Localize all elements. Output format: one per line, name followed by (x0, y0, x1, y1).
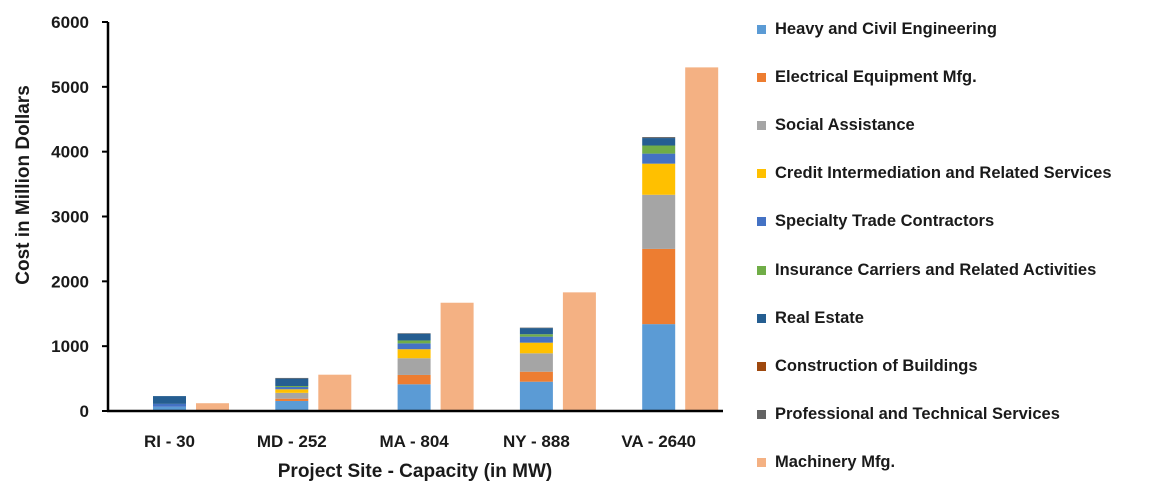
legend-swatch (757, 72, 766, 82)
legend-swatch (757, 169, 766, 179)
y-tick-label: 5000 (51, 78, 89, 97)
bar-machinery-mfg-3 (562, 292, 596, 411)
bar-segment-heavy-and-civil-engineering-4 (642, 324, 676, 411)
bar-segment-electrical-equipment-mfg-4 (642, 248, 676, 325)
bar-segment-social-assistance-2 (397, 358, 431, 375)
bar-segment-electrical-equipment-mfg-2 (397, 374, 431, 385)
legend-label: Heavy and Civil Engineering (775, 19, 997, 38)
legend-swatch (757, 24, 766, 34)
bar-segment-electrical-equipment-mfg-3 (519, 371, 553, 382)
bar-segment-specialty-trade-contractors-3 (519, 336, 553, 343)
legend-label: Electrical Equipment Mfg. (775, 67, 977, 86)
legend-swatch (757, 361, 766, 371)
bar-machinery-mfg-0 (196, 403, 229, 411)
bar-segment-credit-intermediation-and-related-services-2 (397, 349, 431, 359)
bar-segment-heavy-and-civil-engineering-0 (153, 406, 186, 411)
legend-item: Real Estate (757, 306, 864, 330)
legend-item: Social Assistance (757, 113, 915, 137)
x-tick-label: NY - 888 (503, 432, 570, 451)
bar-segment-real-estate-4 (642, 138, 676, 146)
legend-item: Machinery Mfg. (757, 451, 895, 475)
bar-segment-specialty-trade-contractors-1 (275, 387, 309, 390)
bar-segment-real-estate-0 (153, 396, 186, 404)
legend-label: Professional and Technical Services (775, 405, 1060, 424)
bar-segment-professional-and-technical-services-3 (519, 327, 553, 329)
legend-item: Construction of Buildings (757, 354, 978, 378)
bar-segment-insurance-carriers-and-related-activities-3 (519, 334, 553, 337)
legend-swatch (757, 313, 766, 323)
bar-machinery-mfg-4 (685, 67, 719, 411)
legend-item: Specialty Trade Contractors (757, 210, 994, 234)
legend-label: Credit Intermediation and Related Servic… (775, 164, 1112, 183)
bar-segment-specialty-trade-contractors-2 (397, 343, 431, 350)
legend-label: Insurance Carriers and Related Activitie… (775, 260, 1097, 279)
bar-segment-real-estate-1 (275, 378, 309, 387)
x-tick-label: RI - 30 (144, 432, 195, 451)
bar-segment-heavy-and-civil-engineering-3 (519, 381, 553, 411)
bar-segment-specialty-trade-contractors-0 (153, 403, 186, 407)
legend-swatch (757, 265, 766, 275)
bar-segment-social-assistance-4 (642, 194, 676, 249)
bar-segment-real-estate-3 (519, 328, 553, 335)
legend-item: Electrical Equipment Mfg. (757, 65, 977, 89)
bar-segment-heavy-and-civil-engineering-1 (275, 400, 309, 411)
y-tick-label: 1000 (51, 337, 89, 356)
y-tick-label: 3000 (51, 208, 89, 227)
y-tick-label: 0 (80, 402, 89, 421)
y-axis-title: Cost in Million Dollars (13, 85, 34, 285)
x-axis-title: Project Site - Capacity (in MW) (278, 461, 552, 482)
bar-machinery-mfg-2 (440, 302, 474, 411)
legend-swatch (757, 410, 766, 420)
bar-segment-social-assistance-1 (275, 392, 309, 399)
bar-segment-credit-intermediation-and-related-services-4 (642, 163, 676, 195)
bar-segment-real-estate-2 (397, 333, 431, 341)
legend-label: Social Assistance (775, 115, 915, 134)
legend-item: Insurance Carriers and Related Activitie… (757, 258, 1096, 282)
bar-segment-professional-and-technical-services-4 (642, 137, 676, 139)
x-tick-label: MD - 252 (257, 432, 327, 451)
y-ticks: 0 1000 2000 3000 4000 5000 6000 (51, 13, 108, 421)
bar-segment-credit-intermediation-and-related-services-1 (275, 389, 309, 393)
bars-layer (153, 67, 719, 411)
x-ticks: RI - 30 MD - 252 MA - 804 NY - 888 VA - 2640 (144, 432, 696, 451)
bar-segment-specialty-trade-contractors-4 (642, 153, 676, 164)
bar-segment-professional-and-technical-services-2 (397, 333, 431, 334)
bar-segment-electrical-equipment-mfg-1 (275, 398, 309, 401)
legend-item: Credit Intermediation and Related Servic… (757, 162, 1112, 186)
legend-swatch (757, 458, 766, 468)
bar-segment-insurance-carriers-and-related-activities-1 (275, 386, 309, 388)
legend-item: Heavy and Civil Engineering (757, 17, 997, 41)
x-tick-label: VA - 2640 (621, 432, 696, 451)
legend-item: Professional and Technical Services (757, 403, 1060, 427)
legend-label: Specialty Trade Contractors (775, 212, 995, 231)
y-tick-label: 4000 (51, 143, 89, 162)
bar-segment-insurance-carriers-and-related-activities-2 (397, 340, 431, 344)
bar-machinery-mfg-1 (318, 374, 352, 411)
legend-label: Construction of Buildings (775, 356, 978, 375)
legend-swatch (757, 217, 766, 227)
bar-segment-insurance-carriers-and-related-activities-4 (642, 145, 676, 154)
bar-segment-professional-and-technical-services-1 (275, 377, 309, 379)
y-tick-label: 6000 (51, 13, 89, 32)
y-tick-label: 2000 (51, 272, 89, 291)
legend-label: Machinery Mfg. (775, 453, 896, 472)
bar-segment-credit-intermediation-and-related-services-3 (519, 342, 553, 354)
legend-swatch (757, 120, 766, 130)
bar-segment-social-assistance-3 (519, 353, 553, 372)
x-tick-label: MA - 804 (379, 432, 449, 451)
legend-label: Real Estate (775, 308, 864, 327)
bar-segment-heavy-and-civil-engineering-2 (397, 384, 431, 411)
